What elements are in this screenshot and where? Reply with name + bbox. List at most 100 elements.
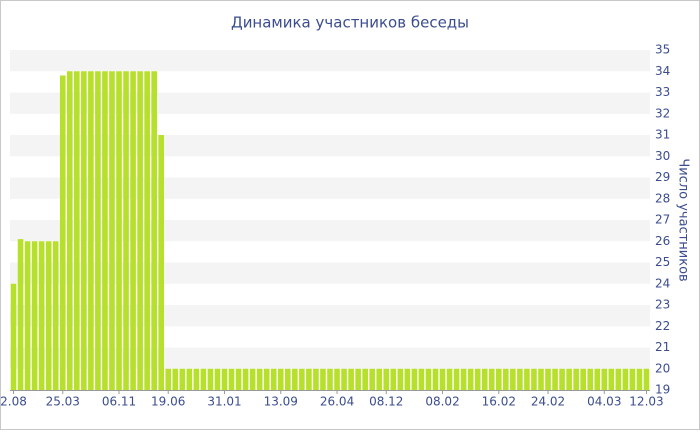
bar xyxy=(277,368,284,390)
bar xyxy=(376,368,383,390)
bar xyxy=(510,368,516,390)
bar xyxy=(601,368,608,390)
bar xyxy=(369,368,376,390)
x-tick-label: 25.03 xyxy=(46,395,80,409)
bar xyxy=(123,71,129,390)
bar xyxy=(200,368,207,390)
grid-band xyxy=(10,135,650,157)
grid-band xyxy=(10,92,650,114)
bar xyxy=(81,71,87,390)
bar xyxy=(31,241,38,390)
bar xyxy=(622,368,629,390)
bar xyxy=(404,368,411,390)
bar xyxy=(390,368,397,390)
bar xyxy=(348,368,354,390)
bar xyxy=(193,368,200,390)
bar xyxy=(228,368,235,390)
bar xyxy=(306,368,312,390)
bar xyxy=(355,368,361,390)
bar xyxy=(418,368,425,390)
bar xyxy=(242,368,249,390)
bar xyxy=(446,368,453,390)
bar xyxy=(221,368,228,390)
bar xyxy=(460,368,467,390)
y-tick-label: 21 xyxy=(655,340,670,354)
grid-band xyxy=(10,347,650,369)
bar xyxy=(320,368,326,390)
x-tick-label: 16.02 xyxy=(482,395,516,409)
bar xyxy=(313,368,319,390)
grid-band xyxy=(10,305,650,327)
y-tick-label: 23 xyxy=(655,298,670,312)
y-tick-label: 30 xyxy=(655,149,670,163)
bar xyxy=(524,368,530,390)
x-tick-label: 06.11 xyxy=(102,395,136,409)
bar xyxy=(580,368,586,390)
bar xyxy=(52,241,59,390)
bar xyxy=(383,368,390,390)
x-tick-label: 19.06 xyxy=(151,395,185,409)
bar xyxy=(411,368,418,390)
y-tick-label: 29 xyxy=(655,170,670,184)
bar xyxy=(495,368,502,390)
y-tick-label: 35 xyxy=(655,43,670,57)
bar xyxy=(284,368,291,390)
x-tick-label: 31.01 xyxy=(207,395,241,409)
bar xyxy=(137,71,143,390)
y-tick-label: 26 xyxy=(655,234,670,248)
x-tick-label: 24.02 xyxy=(531,395,565,409)
bar xyxy=(10,283,17,390)
bar xyxy=(214,368,221,390)
bar xyxy=(362,368,368,390)
x-tick-label: 2.08 xyxy=(0,395,27,409)
bar xyxy=(66,71,73,390)
bar xyxy=(545,368,551,390)
bar xyxy=(552,368,558,390)
x-tick-label: 08.12 xyxy=(369,395,403,409)
bar xyxy=(59,75,66,390)
y-tick-label: 25 xyxy=(655,255,670,269)
bar xyxy=(158,135,165,390)
bars xyxy=(10,71,650,390)
bar xyxy=(425,368,432,390)
bar xyxy=(292,368,298,390)
bar xyxy=(165,368,172,390)
bar xyxy=(488,368,495,390)
bar xyxy=(130,71,136,390)
bar xyxy=(172,368,179,390)
y-tick-label: 24 xyxy=(655,276,670,290)
bar xyxy=(531,368,537,390)
bar xyxy=(467,368,474,390)
bar xyxy=(559,368,565,390)
bar xyxy=(643,368,650,390)
grid-band xyxy=(10,220,650,242)
bar xyxy=(102,71,108,390)
bar xyxy=(566,368,572,390)
bar xyxy=(186,368,193,390)
y-tick-label: 34 xyxy=(655,64,670,78)
bar xyxy=(45,241,52,390)
grid-band xyxy=(10,262,650,284)
x-tick-label: 26.04 xyxy=(320,395,354,409)
x-tick-label: 13.09 xyxy=(264,395,298,409)
bar xyxy=(299,368,305,390)
y-tick-label: 20 xyxy=(655,361,670,375)
bar xyxy=(249,368,256,390)
bar xyxy=(207,368,214,390)
y-tick-label: 28 xyxy=(655,191,670,205)
bar xyxy=(594,368,601,390)
bar xyxy=(608,368,615,390)
grid-band xyxy=(10,177,650,199)
bar xyxy=(144,71,150,390)
chart-title: Динамика участников беседы xyxy=(231,14,469,32)
y-tick-label: 19 xyxy=(655,383,670,397)
bar xyxy=(256,368,263,390)
bar xyxy=(481,368,488,390)
bands xyxy=(10,50,650,369)
bar xyxy=(88,71,94,390)
bar xyxy=(587,368,594,390)
y-tick-label: 27 xyxy=(655,213,670,227)
y-tick-label: 22 xyxy=(655,319,670,333)
bar xyxy=(38,241,45,390)
x-tick-label: 04.03 xyxy=(587,395,621,409)
